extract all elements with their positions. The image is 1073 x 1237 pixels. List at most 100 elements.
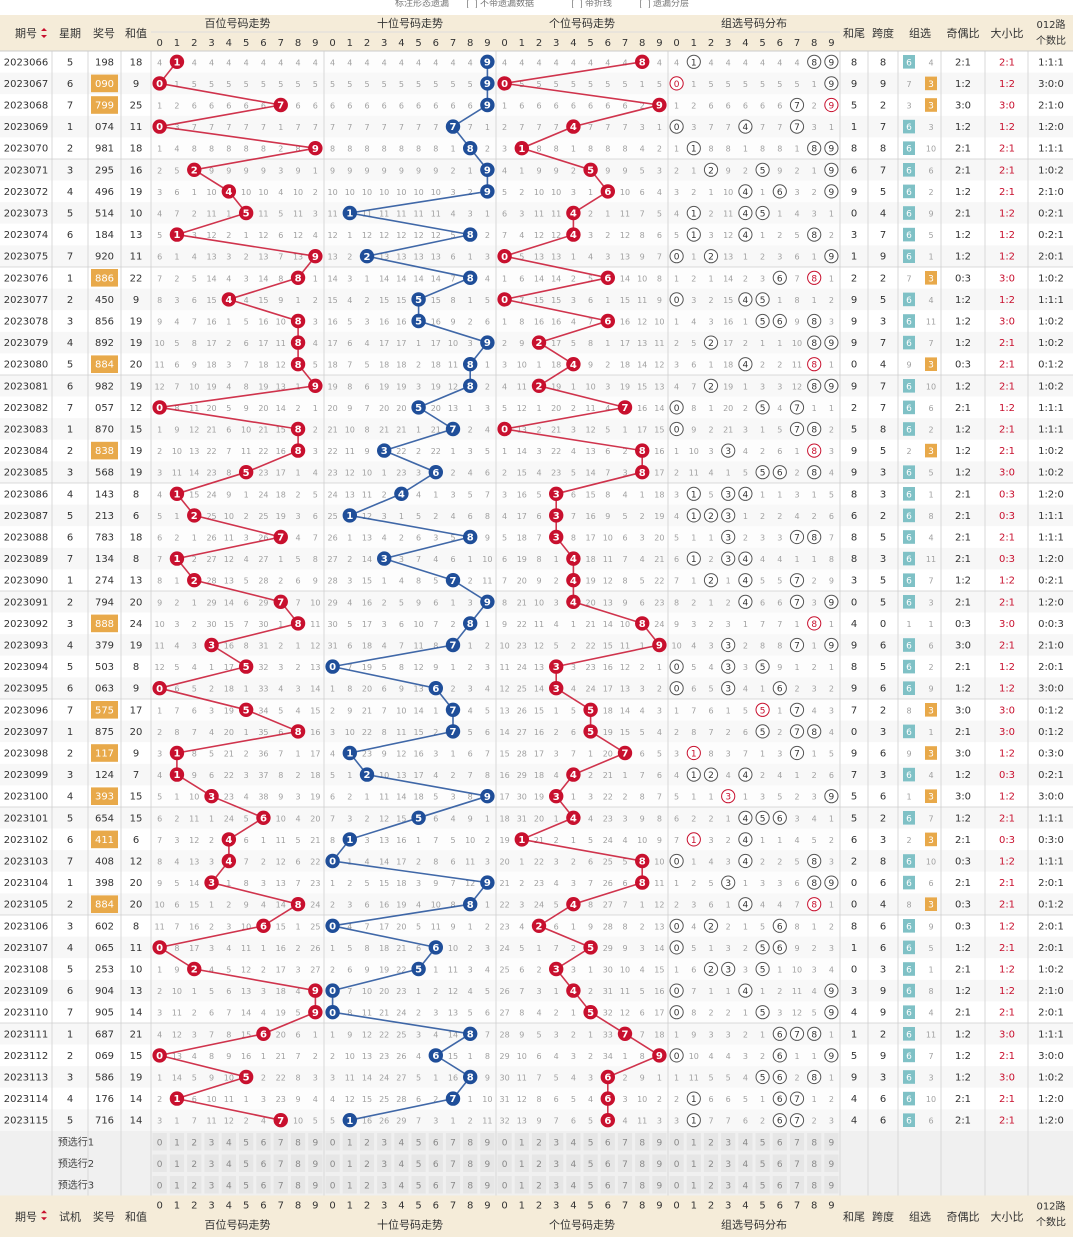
- preselect-cell[interactable]: [445, 1133, 461, 1151]
- preselect-cell[interactable]: [617, 1154, 633, 1173]
- preselect-cell[interactable]: [617, 1176, 633, 1194]
- preselect-cell[interactable]: [652, 1154, 667, 1173]
- preselect-cell[interactable]: [273, 1133, 288, 1151]
- option-missing-layer[interactable]: 遗漏分层: [640, 0, 689, 8]
- preselect-cell[interactable]: [342, 1154, 357, 1173]
- preselect-cell[interactable]: [480, 1154, 495, 1173]
- preselect-cell[interactable]: [566, 1154, 581, 1173]
- preselect-cell[interactable]: [531, 1176, 547, 1194]
- preselect-cell[interactable]: [445, 1176, 461, 1194]
- preselect-cell[interactable]: [669, 1154, 684, 1173]
- preselect-cell[interactable]: [497, 1133, 512, 1151]
- preselect-cell[interactable]: [221, 1133, 236, 1151]
- preselect-cell[interactable]: [600, 1154, 615, 1173]
- option-form-missing[interactable]: 标注形态遗漏: [395, 0, 449, 8]
- preselect-cell[interactable]: [308, 1133, 323, 1151]
- preselect-cell[interactable]: [169, 1154, 185, 1173]
- preselect-cell[interactable]: [342, 1133, 357, 1151]
- preselect-cell[interactable]: [394, 1133, 409, 1151]
- preselect-cell[interactable]: [290, 1154, 306, 1173]
- preselect-cell[interactable]: [807, 1154, 822, 1173]
- preselect-cell[interactable]: [428, 1133, 443, 1151]
- preselect-cell[interactable]: [583, 1176, 598, 1194]
- preselect-cell[interactable]: [169, 1133, 185, 1151]
- preselect-cell[interactable]: [652, 1176, 667, 1194]
- preselect-cell[interactable]: [239, 1154, 254, 1173]
- preselect-cell[interactable]: [514, 1176, 529, 1194]
- checkbox-icon[interactable]: [467, 0, 477, 8]
- preselect-cell[interactable]: [531, 1133, 547, 1151]
- preselect-cell[interactable]: [755, 1133, 770, 1151]
- preselect-cell[interactable]: [204, 1176, 219, 1194]
- preselect-cell[interactable]: [463, 1154, 478, 1173]
- preselect-cell[interactable]: [669, 1176, 684, 1194]
- preselect-cell[interactable]: [738, 1176, 753, 1194]
- preselect-cell[interactable]: [290, 1176, 306, 1194]
- preselect-cell[interactable]: [411, 1154, 426, 1173]
- preselect-cell[interactable]: [738, 1133, 753, 1151]
- preselect-cell[interactable]: [359, 1176, 375, 1194]
- preselect-cell[interactable]: [703, 1154, 719, 1173]
- preselect-cell[interactable]: [204, 1133, 219, 1151]
- preselect-cell[interactable]: [807, 1133, 822, 1151]
- preselect-cell[interactable]: [152, 1176, 167, 1194]
- preselect-cell[interactable]: [359, 1154, 375, 1173]
- preselect-cell[interactable]: [635, 1154, 650, 1173]
- preselect-cell[interactable]: [721, 1133, 736, 1151]
- preselect-cell[interactable]: [514, 1154, 529, 1173]
- preselect-cell[interactable]: [221, 1154, 236, 1173]
- preselect-cell[interactable]: [772, 1133, 787, 1151]
- preselect-cell[interactable]: [394, 1154, 409, 1173]
- preselect-cell[interactable]: [755, 1176, 770, 1194]
- preselect-cell[interactable]: [824, 1176, 839, 1194]
- preselect-cell[interactable]: [411, 1133, 426, 1151]
- preselect-cell[interactable]: [549, 1154, 564, 1173]
- preselect-cell[interactable]: [703, 1133, 719, 1151]
- preselect-cell[interactable]: [308, 1176, 323, 1194]
- preselect-cell[interactable]: [290, 1133, 306, 1151]
- preselect-cell[interactable]: [686, 1154, 701, 1173]
- preselect-cell[interactable]: [600, 1133, 615, 1151]
- preselect-cell[interactable]: [738, 1154, 753, 1173]
- preselect-cell[interactable]: [566, 1133, 581, 1151]
- preselect-cell[interactable]: [549, 1133, 564, 1151]
- preselect-cell[interactable]: [583, 1133, 598, 1151]
- preselect-cell[interactable]: [772, 1154, 787, 1173]
- preselect-cell[interactable]: [549, 1176, 564, 1194]
- preselect-cell[interactable]: [755, 1154, 770, 1173]
- preselect-cell[interactable]: [377, 1133, 392, 1151]
- preselect-cell[interactable]: [256, 1154, 271, 1173]
- preselect-cell[interactable]: [256, 1133, 271, 1151]
- preselect-cell[interactable]: [497, 1154, 512, 1173]
- preselect-cell[interactable]: [152, 1133, 167, 1151]
- preselect-cell[interactable]: [669, 1133, 684, 1151]
- preselect-cell[interactable]: [600, 1176, 615, 1194]
- preselect-cell[interactable]: [824, 1154, 839, 1173]
- preselect-cell[interactable]: [703, 1176, 719, 1194]
- preselect-cell[interactable]: [617, 1133, 633, 1151]
- preselect-cell[interactable]: [721, 1176, 736, 1194]
- preselect-cell[interactable]: [686, 1133, 701, 1151]
- preselect-cell[interactable]: [273, 1176, 288, 1194]
- checkbox-icon[interactable]: [640, 0, 650, 8]
- preselect-cell[interactable]: [566, 1176, 581, 1194]
- preselect-cell[interactable]: [239, 1133, 254, 1151]
- preselect-cell[interactable]: [187, 1133, 202, 1151]
- preselect-cell[interactable]: [411, 1176, 426, 1194]
- preselect-cell[interactable]: [394, 1176, 409, 1194]
- preselect-cell[interactable]: [169, 1176, 185, 1194]
- preselect-cell[interactable]: [325, 1133, 340, 1151]
- preselect-cell[interactable]: [480, 1176, 495, 1194]
- preselect-cell[interactable]: [652, 1133, 667, 1151]
- preselect-cell[interactable]: [342, 1176, 357, 1194]
- option-no-missing-data[interactable]: 不带遗漏数据: [467, 0, 534, 8]
- preselect-cell[interactable]: [807, 1176, 822, 1194]
- option-polyline[interactable]: 带折线: [572, 0, 612, 8]
- preselect-cell[interactable]: [359, 1133, 375, 1151]
- preselect-cell[interactable]: [428, 1176, 443, 1194]
- preselect-cell[interactable]: [325, 1154, 340, 1173]
- preselect-cell[interactable]: [463, 1176, 478, 1194]
- preselect-cell[interactable]: [686, 1176, 701, 1194]
- preselect-cell[interactable]: [635, 1176, 650, 1194]
- preselect-cell[interactable]: [377, 1176, 392, 1194]
